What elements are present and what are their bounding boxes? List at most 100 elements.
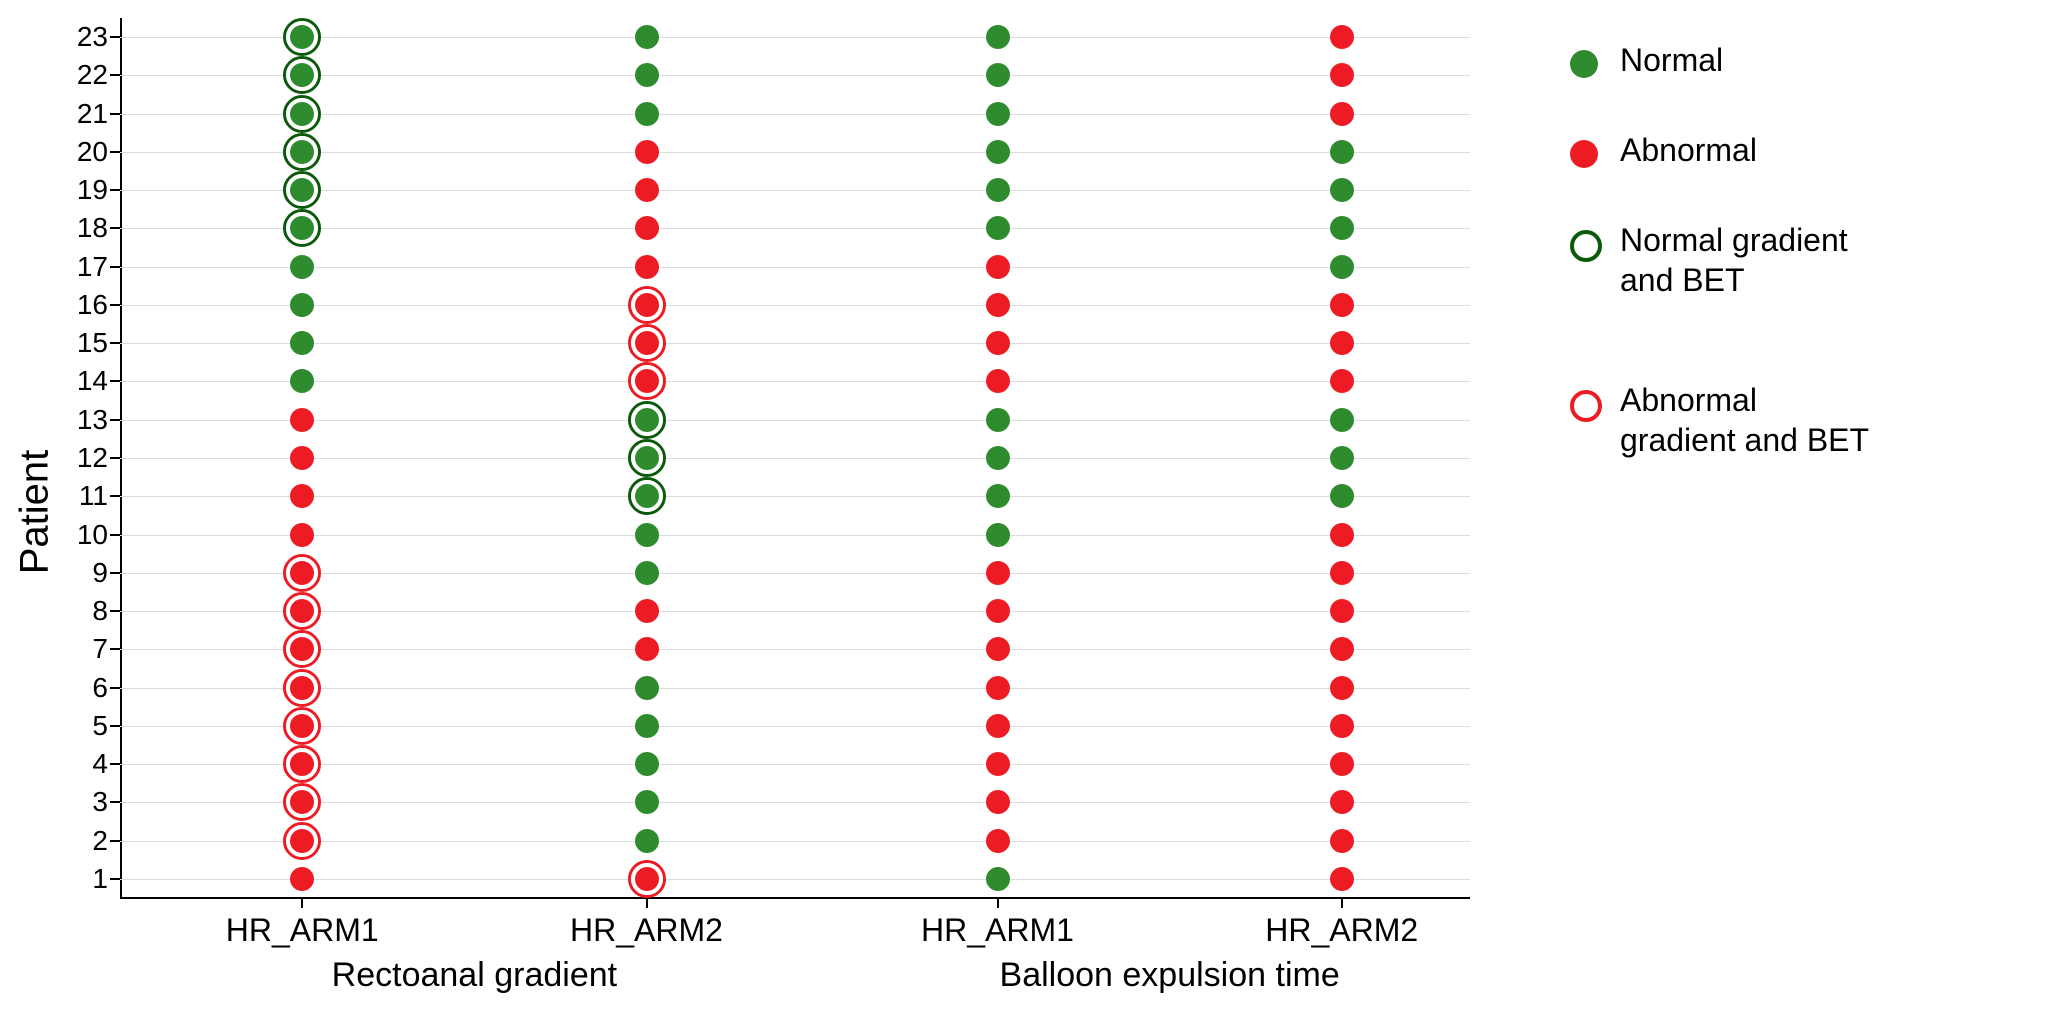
gridline <box>120 802 1470 803</box>
y-tick-label: 16 <box>77 289 108 321</box>
data-dot <box>1330 446 1354 470</box>
data-dot <box>635 331 659 355</box>
data-dot <box>290 676 314 700</box>
y-tick-label: 12 <box>77 442 108 474</box>
group-label: Balloon expulsion time <box>1000 956 1340 995</box>
data-dot <box>290 216 314 240</box>
data-dot <box>986 561 1010 585</box>
data-dot <box>986 25 1010 49</box>
gridline <box>120 343 1470 344</box>
y-tick-mark <box>110 687 120 689</box>
data-dot <box>635 484 659 508</box>
data-dot <box>1330 216 1354 240</box>
data-dot <box>635 25 659 49</box>
y-axis-label: Patient <box>13 450 58 575</box>
data-dot <box>986 523 1010 547</box>
gridline <box>120 611 1470 612</box>
data-dot <box>1330 523 1354 547</box>
data-dot <box>290 25 314 49</box>
legend-label: Abnormal gradient and BET <box>1620 380 1880 460</box>
data-dot <box>1330 599 1354 623</box>
data-dot <box>1330 331 1354 355</box>
data-dot <box>986 867 1010 891</box>
data-dot <box>986 293 1010 317</box>
data-dot <box>290 561 314 585</box>
group-label: Rectoanal gradient <box>332 956 617 995</box>
gridline <box>120 458 1470 459</box>
data-dot <box>1330 25 1354 49</box>
gridline <box>120 75 1470 76</box>
data-dot <box>290 102 314 126</box>
data-dot <box>1330 561 1354 585</box>
gridline <box>120 649 1470 650</box>
y-tick-label: 5 <box>92 710 108 742</box>
gridline <box>120 726 1470 727</box>
y-tick-mark <box>110 342 120 344</box>
data-dot <box>1330 178 1354 202</box>
legend-dot-icon <box>1570 50 1598 78</box>
data-dot <box>1330 369 1354 393</box>
legend-dot-icon <box>1570 140 1598 168</box>
y-tick-label: 9 <box>92 557 108 589</box>
data-dot <box>290 331 314 355</box>
y-tick-label: 21 <box>77 98 108 130</box>
data-dot <box>635 446 659 470</box>
data-dot <box>986 178 1010 202</box>
legend-label: Normal gradient and BET <box>1620 220 1880 300</box>
y-tick-label: 1 <box>92 863 108 895</box>
data-dot <box>290 140 314 164</box>
y-tick-mark <box>110 380 120 382</box>
data-dot <box>290 63 314 87</box>
x-tick-mark <box>997 898 999 908</box>
data-dot <box>986 216 1010 240</box>
y-tick-label: 8 <box>92 595 108 627</box>
legend-ring-icon <box>1570 390 1602 422</box>
data-dot <box>635 561 659 585</box>
data-dot <box>290 255 314 279</box>
data-dot <box>635 216 659 240</box>
legend-label: Normal <box>1620 40 1880 80</box>
gridline <box>120 688 1470 689</box>
y-tick-mark <box>110 266 120 268</box>
y-tick-label: 2 <box>92 825 108 857</box>
data-dot <box>986 102 1010 126</box>
data-dot <box>290 867 314 891</box>
gridline <box>120 764 1470 765</box>
gridline <box>120 381 1470 382</box>
data-dot <box>290 523 314 547</box>
data-dot <box>986 63 1010 87</box>
x-tick-mark <box>301 898 303 908</box>
data-dot <box>635 408 659 432</box>
data-dot <box>1330 102 1354 126</box>
data-dot <box>986 484 1010 508</box>
column-label: HR_ARM1 <box>921 912 1074 949</box>
y-tick-label: 14 <box>77 365 108 397</box>
y-tick-mark <box>110 840 120 842</box>
data-dot <box>1330 676 1354 700</box>
y-tick-mark <box>110 113 120 115</box>
y-tick-label: 17 <box>77 251 108 283</box>
data-dot <box>290 599 314 623</box>
data-dot <box>986 369 1010 393</box>
gridline <box>120 37 1470 38</box>
y-tick-label: 7 <box>92 633 108 665</box>
gridline <box>120 420 1470 421</box>
data-dot <box>635 255 659 279</box>
chart-root: { "chart": { "type": "scatter-categorica… <box>0 0 2057 1024</box>
data-dot <box>1330 790 1354 814</box>
gridline <box>120 152 1470 153</box>
data-dot <box>290 714 314 738</box>
y-tick-mark <box>110 648 120 650</box>
gridline <box>120 114 1470 115</box>
y-tick-mark <box>110 495 120 497</box>
data-dot <box>635 714 659 738</box>
data-dot <box>635 293 659 317</box>
legend-ring-icon <box>1570 230 1602 262</box>
data-dot <box>986 255 1010 279</box>
data-dot <box>290 790 314 814</box>
data-dot <box>635 637 659 661</box>
data-dot <box>1330 255 1354 279</box>
data-dot <box>986 714 1010 738</box>
y-tick-mark <box>110 151 120 153</box>
data-dot <box>986 140 1010 164</box>
